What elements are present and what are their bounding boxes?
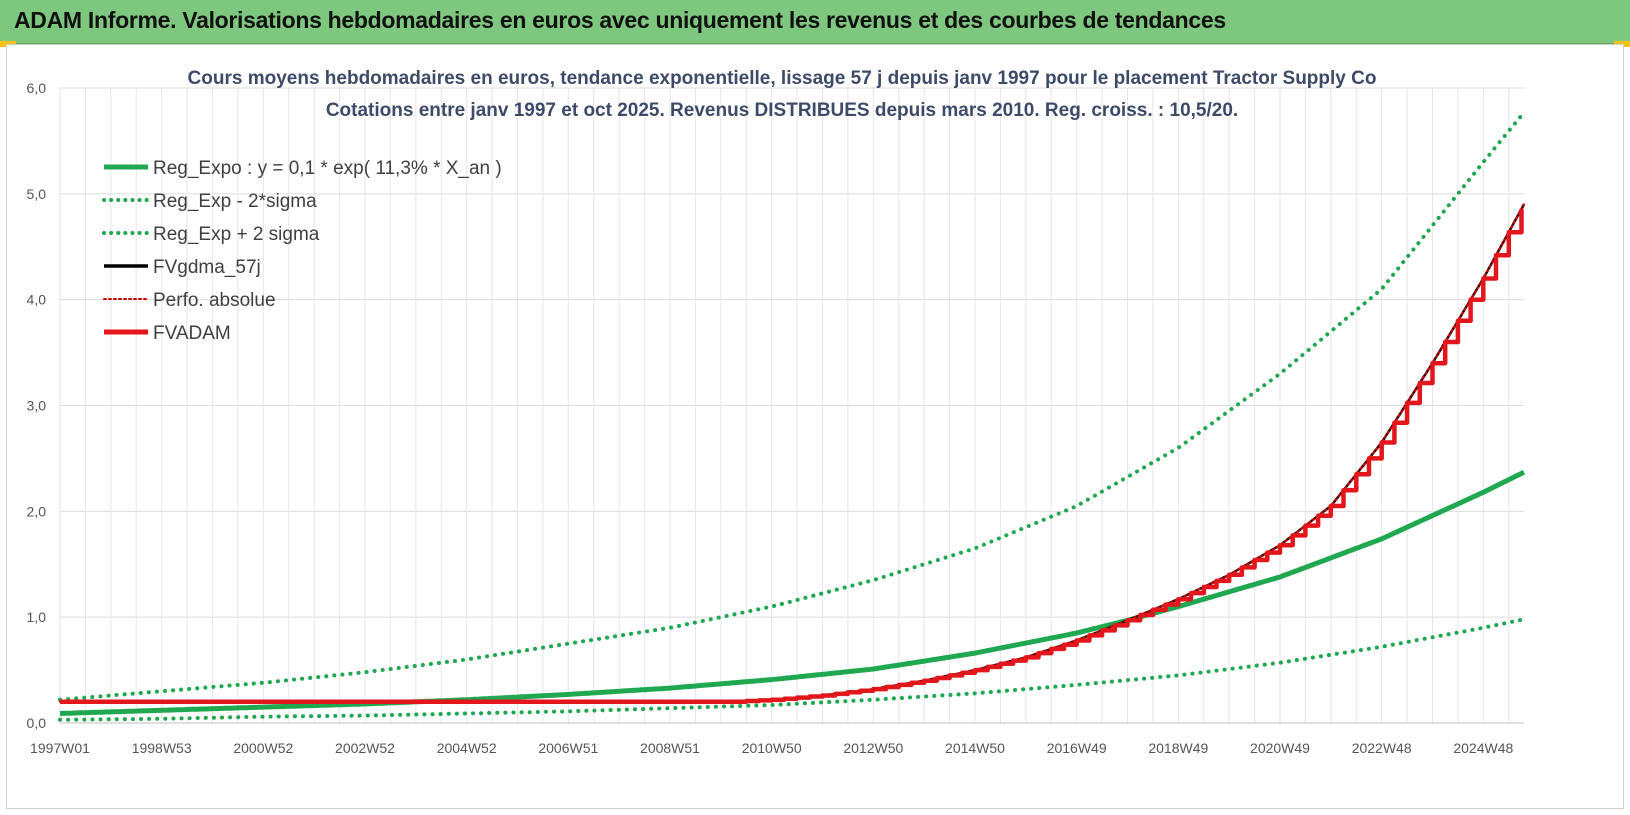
x-tick-label: 2008W51	[640, 740, 700, 756]
x-tick-label: 2000W52	[233, 740, 293, 756]
x-tick-label: 1997W01	[30, 740, 90, 756]
series-line	[59, 469, 1526, 716]
chart-frame	[6, 44, 1624, 809]
y-tick-label: 2,0	[27, 503, 47, 519]
x-tick-label: 2018W49	[1148, 740, 1208, 756]
series-lines	[58, 110, 1526, 722]
x-tick-label: 2016W49	[1047, 740, 1107, 756]
x-axis-ticks: 1997W01 1998W53 2000W52 2002W52 2004W52 2006W…	[30, 740, 1513, 756]
legend-label: FVgdma_57j	[153, 257, 261, 278]
series-line	[58, 110, 1526, 702]
x-tick-label: 2022W48	[1352, 740, 1412, 756]
report-header: ADAM Informe. Valorisations hebdomadaire…	[0, 0, 1630, 44]
x-tick-label: 2020W49	[1250, 740, 1310, 756]
y-tick-label: 6,0	[27, 80, 47, 96]
legend-label: Perfo. absolue	[153, 290, 276, 311]
legend-label: Reg_Exp + 2 sigma	[153, 224, 320, 245]
y-tick-label: 5,0	[27, 186, 47, 202]
y-tick-label: 1,0	[27, 609, 47, 625]
gridlines	[59, 87, 1524, 724]
x-tick-label: 2010W50	[742, 740, 802, 756]
chart-legend: Reg_Expo : y = 0,1 * exp( 11,3% * X_an )…	[102, 158, 502, 344]
series-line	[60, 209, 1524, 705]
x-tick-label: 2014W50	[945, 740, 1005, 756]
report-title: ADAM Informe. Valorisations hebdomadaire…	[14, 7, 1226, 33]
x-tick-label: 2002W52	[335, 740, 395, 756]
y-tick-label: 4,0	[27, 292, 47, 308]
legend-label: Reg_Exp - 2*sigma	[153, 191, 317, 212]
legend-label: FVADAM	[153, 323, 231, 344]
chart-subtitle: Cotations entre janv 1997 et oct 2025. R…	[326, 100, 1238, 121]
y-tick-label: 0,0	[27, 715, 47, 731]
y-tick-label: 3,0	[27, 398, 47, 414]
x-tick-label: 2004W52	[437, 740, 497, 756]
y-axis-ticks: 0,0 1,0 2,0 3,0 4,0 5,0 6,0	[27, 80, 47, 731]
x-tick-label: 1998W53	[132, 740, 192, 756]
x-tick-label: 2024W48	[1453, 740, 1513, 756]
x-tick-label: 2006W51	[538, 740, 598, 756]
series-line	[59, 203, 1525, 703]
chart-title: Cours moyens hebdomadaires en euros, ten…	[188, 68, 1377, 89]
series-line	[58, 617, 1526, 722]
legend-label: Reg_Expo : y = 0,1 * exp( 11,3% * X_an )	[153, 158, 502, 179]
series-line	[60, 203, 1526, 704]
x-tick-label: 2012W50	[843, 740, 903, 756]
